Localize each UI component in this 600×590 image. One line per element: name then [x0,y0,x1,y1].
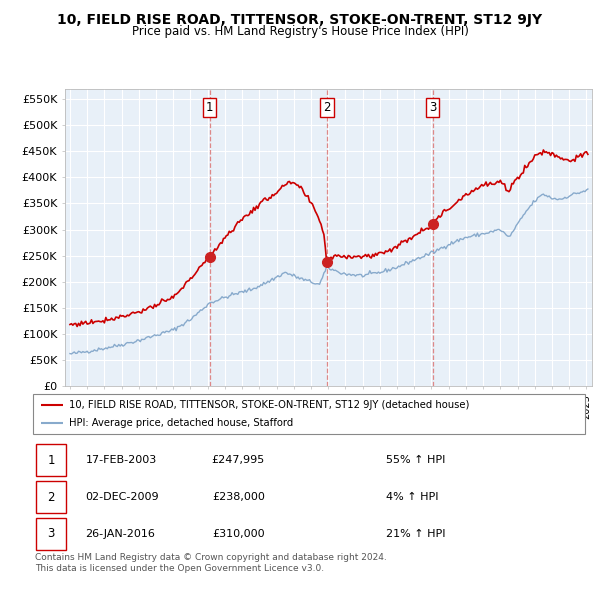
Text: 17-FEB-2003: 17-FEB-2003 [85,455,157,466]
Text: 2: 2 [323,101,331,114]
Text: 21% ↑ HPI: 21% ↑ HPI [386,529,446,539]
Text: 3: 3 [47,527,55,540]
Text: 4% ↑ HPI: 4% ↑ HPI [386,492,439,502]
Text: 1: 1 [206,101,214,114]
Text: 1: 1 [47,454,55,467]
Text: £238,000: £238,000 [212,492,265,502]
Text: 10, FIELD RISE ROAD, TITTENSOR, STOKE-ON-TRENT, ST12 9JY (detached house): 10, FIELD RISE ROAD, TITTENSOR, STOKE-ON… [69,400,469,410]
Bar [36,444,66,476]
Text: 26-JAN-2016: 26-JAN-2016 [85,529,155,539]
Text: £310,000: £310,000 [212,529,265,539]
Text: 55% ↑ HPI: 55% ↑ HPI [386,455,446,466]
Text: 2: 2 [47,490,55,504]
Text: HPI: Average price, detached house, Stafford: HPI: Average price, detached house, Staf… [69,418,293,428]
Text: Contains HM Land Registry data © Crown copyright and database right 2024.
This d: Contains HM Land Registry data © Crown c… [35,553,386,573]
Bar [36,481,66,513]
Text: Price paid vs. HM Land Registry's House Price Index (HPI): Price paid vs. HM Land Registry's House … [131,25,469,38]
Text: 3: 3 [429,101,436,114]
Text: £247,995: £247,995 [212,455,265,466]
Text: 02-DEC-2009: 02-DEC-2009 [85,492,159,502]
Bar [36,518,66,550]
Text: 10, FIELD RISE ROAD, TITTENSOR, STOKE-ON-TRENT, ST12 9JY: 10, FIELD RISE ROAD, TITTENSOR, STOKE-ON… [58,13,542,27]
